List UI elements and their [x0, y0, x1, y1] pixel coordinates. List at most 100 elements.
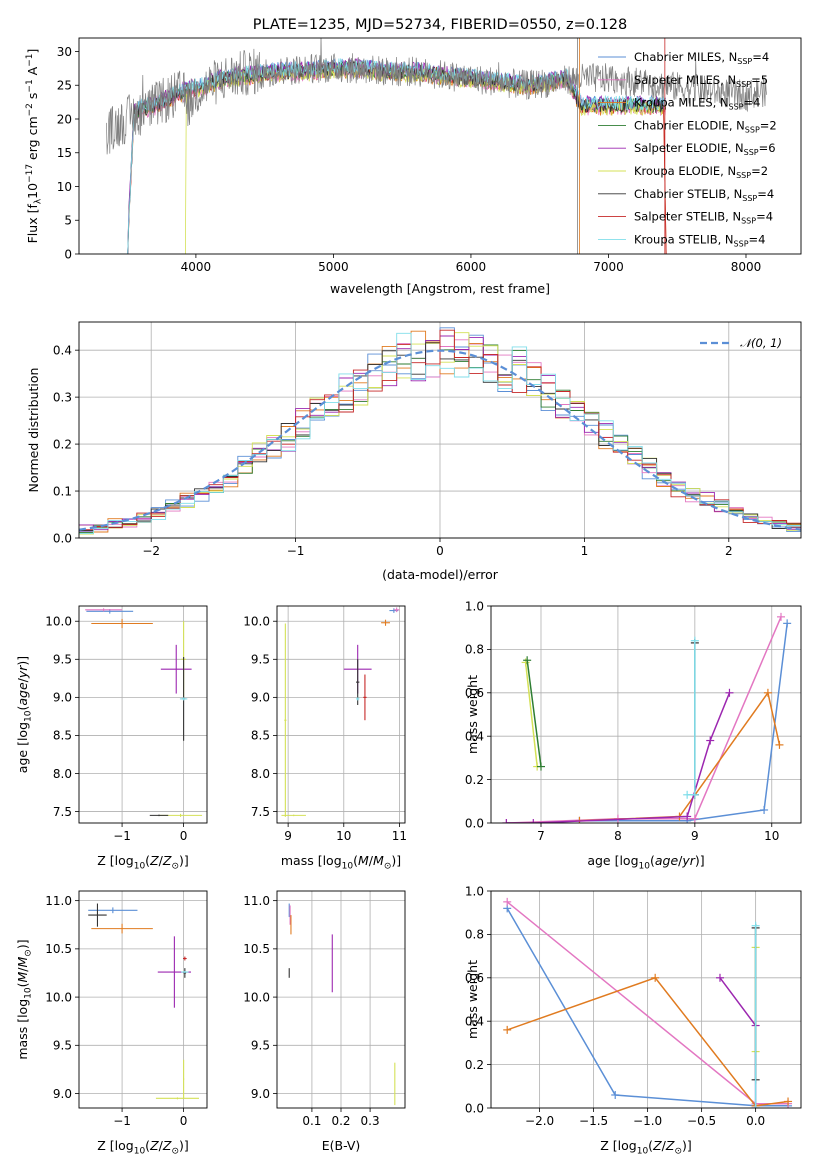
- age-vs-Z-panel: −1 0 7.5 8.0 8.5 9.0 9.5 10.0 Z [log10(Z/Z⊙)] age…: [15, 605, 208, 872]
- age-vs-mass-x-axis-label: mass [log10(M/M⊙)]: [281, 853, 401, 872]
- y-tick-label: 1.0: [465, 884, 484, 898]
- mass-vs-EBV-x-axis-label: E(B-V): [322, 1138, 361, 1153]
- mass-weight-vs-age-frame: [490, 605, 802, 824]
- mass-vs-Z-point-cm: [88, 907, 138, 914]
- spectrum-x-axis-label: wavelength [Angstrom, rest frame]: [330, 281, 550, 296]
- age-vs-mass-point-ks: [356, 697, 360, 701]
- x-tick-label: 0: [436, 544, 444, 558]
- y-tick-label: 10.0: [45, 990, 72, 1004]
- y-tick-label: 7.5: [53, 805, 72, 819]
- x-tick-label: 0.3: [361, 1114, 380, 1128]
- age-vs-Z-point-ks: [179, 697, 188, 701]
- age-vs-mass-point-ke: [281, 814, 306, 817]
- spectrum-frame: [78, 37, 802, 255]
- x-tick-label: 9: [691, 829, 699, 843]
- y-tick-label: 10: [57, 180, 72, 194]
- mass-vs-Z-plot-area: [88, 903, 199, 1100]
- mass-weight-vs-age-marker-cm: [783, 619, 792, 628]
- mass-weight-vs-Z-panel: −2.0 −1.5 −1.0 −0.5 0.0 0.0 0.2 0.4 0.6 0.8 1.0 Z […: [465, 884, 802, 1157]
- mass-weight-vs-Z-marker-sm: [503, 897, 512, 906]
- x-tick-label: 1: [581, 544, 589, 558]
- mass-weight-vs-Z-marker-ks: [751, 1104, 760, 1108]
- mass-weight-vs-age-series-cm: [579, 623, 788, 822]
- age-vs-Z-plot-area: [85, 608, 203, 817]
- x-tick-label: −1.0: [633, 1114, 662, 1128]
- x-tick-label: 0: [180, 829, 188, 843]
- mass-weight-vs-age-marker-se: [725, 688, 734, 697]
- legend-label-ss: Salpeter STELIB, NSSP=4: [634, 210, 773, 226]
- legend-label-cs: Chabrier STELIB, NSSP=4: [634, 187, 774, 203]
- x-tick-label: 0.2: [331, 1114, 350, 1128]
- x-tick-label: 7000: [593, 260, 624, 274]
- mass-weight-vs-age-marker-sm: [777, 612, 785, 621]
- age-vs-mass-panel: 9 10 11 7.5 8.0 8.5 9.0 9.5 10.0 mass [log10(M/M⊙…: [243, 605, 407, 872]
- y-tick-label: 11.0: [243, 894, 270, 908]
- x-tick-label: 0.1: [302, 1114, 321, 1128]
- mass-vs-EBV-plot-area: [288, 903, 396, 1106]
- legend-label-ks: Kroupa STELIB, NSSP=4: [634, 232, 765, 248]
- y-tick-label: 9.5: [53, 653, 72, 667]
- y-tick-label: 0.4: [465, 730, 484, 744]
- mass-weight-vs-age-marker-se: [683, 812, 692, 821]
- age-vs-mass-point-sm: [393, 607, 400, 613]
- mass-weight-vs-Z-marker-km: [651, 973, 660, 982]
- panels: 4000 5000 6000 7000 8000051015202530waveleng…: [15, 37, 802, 1157]
- x-tick-label: 10: [336, 829, 351, 843]
- y-tick-label: 0.0: [465, 816, 484, 830]
- y-tick-label: 0.0: [53, 531, 72, 545]
- mass-vs-Z-point-ks: [181, 971, 189, 973]
- x-tick-label: −1: [113, 829, 131, 843]
- mass-weight-vs-Z-y-axis-label: mass weight: [465, 960, 480, 1039]
- legend-label-ke: Kroupa ELODIE, NSSP=2: [634, 164, 768, 180]
- mass-weight-vs-Z-series-cm: [506, 908, 788, 1107]
- y-tick-label: 11.0: [45, 894, 72, 908]
- y-tick-label: 0: [64, 247, 72, 261]
- age-vs-Z-point-km: [91, 618, 153, 629]
- mass-vs-EBV-panel: 0.1 0.2 0.3 9.0 9.5 10.0 10.5 11.0 E(B-V): [243, 890, 406, 1153]
- mass-weight-vs-age-marker-se: [502, 819, 511, 823]
- y-tick-label: 9.5: [251, 1039, 270, 1053]
- y-tick-label: 0.1: [53, 484, 72, 498]
- mass-weight-vs-age-grid: [491, 605, 801, 824]
- y-tick-label: 25: [57, 79, 72, 93]
- y-tick-label: 0.2: [53, 437, 72, 451]
- x-tick-label: −1: [113, 1114, 131, 1128]
- y-tick-label: 10.0: [243, 615, 270, 629]
- age-vs-mass-point-km: [381, 619, 390, 626]
- age-vs-mass-point-ss: [363, 674, 367, 721]
- mass-vs-Z-y-axis-label: mass [log10(M/M⊙)]: [15, 939, 34, 1059]
- spectrum-data-line: [106, 38, 767, 155]
- legend-label-se: Salpeter ELODIE, NSSP=6: [634, 141, 776, 157]
- mass-weight-vs-age-series-ks: [687, 640, 696, 796]
- mass-weight-vs-Z-marker-km: [503, 1025, 512, 1034]
- mass-weight-vs-age-y-axis-label: mass weight: [465, 675, 480, 754]
- x-tick-label: 9: [284, 829, 292, 843]
- mass-weight-vs-age-marker-km: [763, 688, 772, 697]
- residual-histogram-ks: [79, 332, 801, 534]
- y-tick-label: 0.6: [465, 686, 484, 700]
- y-tick-label: 0.2: [465, 773, 484, 787]
- y-tick-label: 10.5: [243, 942, 270, 956]
- y-tick-label: 0.8: [465, 643, 484, 657]
- mass-vs-EBV-grid: [277, 891, 405, 1108]
- legend-label-ce: Chabrier ELODIE, NSSP=2: [634, 118, 777, 134]
- mass-weight-vs-age-series-ke: [524, 662, 538, 767]
- x-tick-label: 6000: [456, 260, 487, 274]
- spectrum-y-axis-label: Flux [fλ10−17 erg cm−2 s−1 A−1]: [25, 49, 44, 244]
- mass-weight-vs-age-plot-area: [502, 612, 792, 823]
- age-vs-mass-frame: [276, 605, 406, 824]
- age-vs-Z-point-cs: [149, 814, 169, 817]
- y-tick-label: 1.0: [465, 599, 484, 613]
- spectrum-legend: Chabrier MILES, NSSP=4 Salpeter MILES, NS…: [598, 50, 777, 248]
- mass-weight-vs-age-marker-cm: [760, 805, 769, 814]
- mass-vs-Z-frame: [78, 890, 208, 1109]
- normal-distribution-curve: [79, 349, 801, 531]
- mass-weight-vs-Z-x-axis-label: Z [log10(Z/Z⊙)]: [600, 1138, 692, 1157]
- mass-vs-Z-grid: [79, 891, 207, 1108]
- mass-weight-vs-age-series-ce: [526, 660, 542, 767]
- y-tick-label: 9.0: [53, 1087, 72, 1101]
- x-tick-label: −2: [142, 544, 160, 558]
- residuals-panel: −2 −1 0 1 2 0.0 0.1 0.2 0.3 0.4 (data-model)/error…: [26, 321, 802, 582]
- age-vs-Z-point-sm: [85, 608, 123, 612]
